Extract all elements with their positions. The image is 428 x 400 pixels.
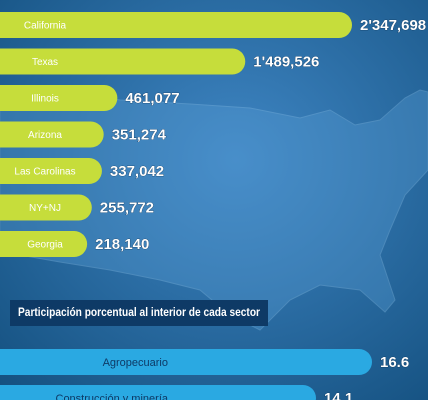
bar — [0, 349, 372, 375]
value-label: 14.1 — [324, 390, 353, 400]
bar — [0, 194, 92, 221]
value-label: 1'489,526 — [253, 53, 319, 70]
category-label: Texas — [32, 57, 58, 68]
map-silhouette — [0, 89, 428, 331]
value-label: 461,077 — [125, 90, 179, 107]
category-label: California — [24, 21, 67, 32]
category-label: Georgia — [27, 240, 63, 251]
bar — [0, 121, 104, 148]
value-label: 16.6 — [380, 354, 409, 371]
bar — [0, 48, 246, 75]
category-label: Agropecuario — [103, 357, 168, 369]
category-label: Construcción y minería — [56, 393, 169, 400]
category-label: Illinois — [31, 94, 59, 105]
bar — [0, 231, 88, 257]
value-label: 337,042 — [110, 163, 164, 180]
value-label: 2'347,698 — [360, 17, 426, 34]
category-label: NY+NJ — [29, 203, 61, 214]
bar — [0, 385, 316, 400]
bar — [0, 158, 102, 184]
value-label: 351,274 — [112, 126, 167, 143]
value-label: 218,140 — [95, 236, 149, 253]
bar — [0, 85, 118, 111]
value-label: 255,772 — [100, 199, 154, 216]
title-band — [10, 300, 268, 326]
bar — [0, 12, 352, 38]
chart-title: Participación porcentual al interior de … — [18, 305, 260, 319]
category-label: Arizona — [28, 130, 62, 141]
category-label: Las Carolinas — [14, 167, 75, 178]
